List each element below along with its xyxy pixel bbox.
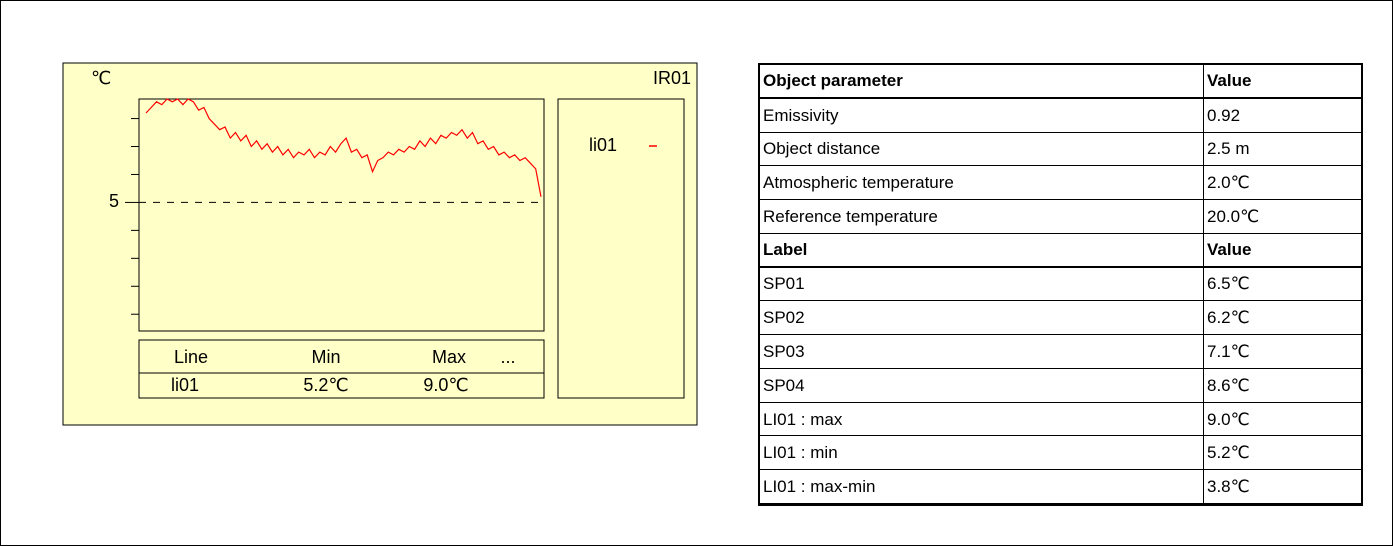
table-cell: LI01 : min [760,436,1204,471]
table-cell: 6.5℃ [1204,268,1361,302]
plot-area [138,98,545,332]
table-cell: 3.8℃ [1204,470,1361,504]
table-cell: 2.0℃ [1204,166,1361,201]
table-cell: SP04 [760,368,1204,403]
chart-title: IR01 [653,68,691,88]
table-cell: 9.0℃ [1204,403,1361,437]
stats-header: ... [500,347,515,367]
chart-panel [62,62,698,426]
legend-label: li01 [589,135,617,155]
table-cell: SP03 [760,335,1204,369]
table-cell: Object distance [760,132,1204,167]
table-cell: Emissivity [760,98,1204,133]
table: Object parameter Value Emissivity 0.92 Objec… [758,63,1363,506]
stats-cell: 5.2℃ [303,375,348,395]
table-cell: SP02 [760,301,1204,336]
table-header-cell: Label [760,233,1204,268]
stats-box [138,339,545,399]
table-cell: LI01 : max-min [760,470,1204,504]
stats-cell: li01 [171,375,199,395]
table-cell: 2.5 m [1204,133,1361,167]
stats-header: Line [174,347,208,367]
table-cell: LI01 : max [760,402,1204,437]
line-series [145,98,542,197]
table-cell: 20.0℃ [1204,200,1361,234]
table-header-cell: Object parameter [760,65,1204,99]
table-cell: Reference temperature [760,200,1204,234]
table-cell: 6.2℃ [1204,301,1361,336]
table-cell: 7.1℃ [1204,335,1361,369]
stats-cell: 9.0℃ [423,375,468,395]
table-cell: 0.92 [1204,99,1361,133]
table-cell: 8.6℃ [1204,369,1361,403]
legend-box [557,98,685,399]
table-header-cell: Value [1204,65,1361,99]
y-tick-label: 5 [109,191,119,211]
table-cell: 5.2℃ [1204,436,1361,471]
stats-header: Min [311,347,340,367]
table-cell: SP01 [760,267,1204,302]
table-header-cell: Value [1204,234,1361,268]
unit-label: ℃ [91,68,111,88]
stats-header: Max [432,347,466,367]
table-cell: Atmospheric temperature [760,166,1204,201]
